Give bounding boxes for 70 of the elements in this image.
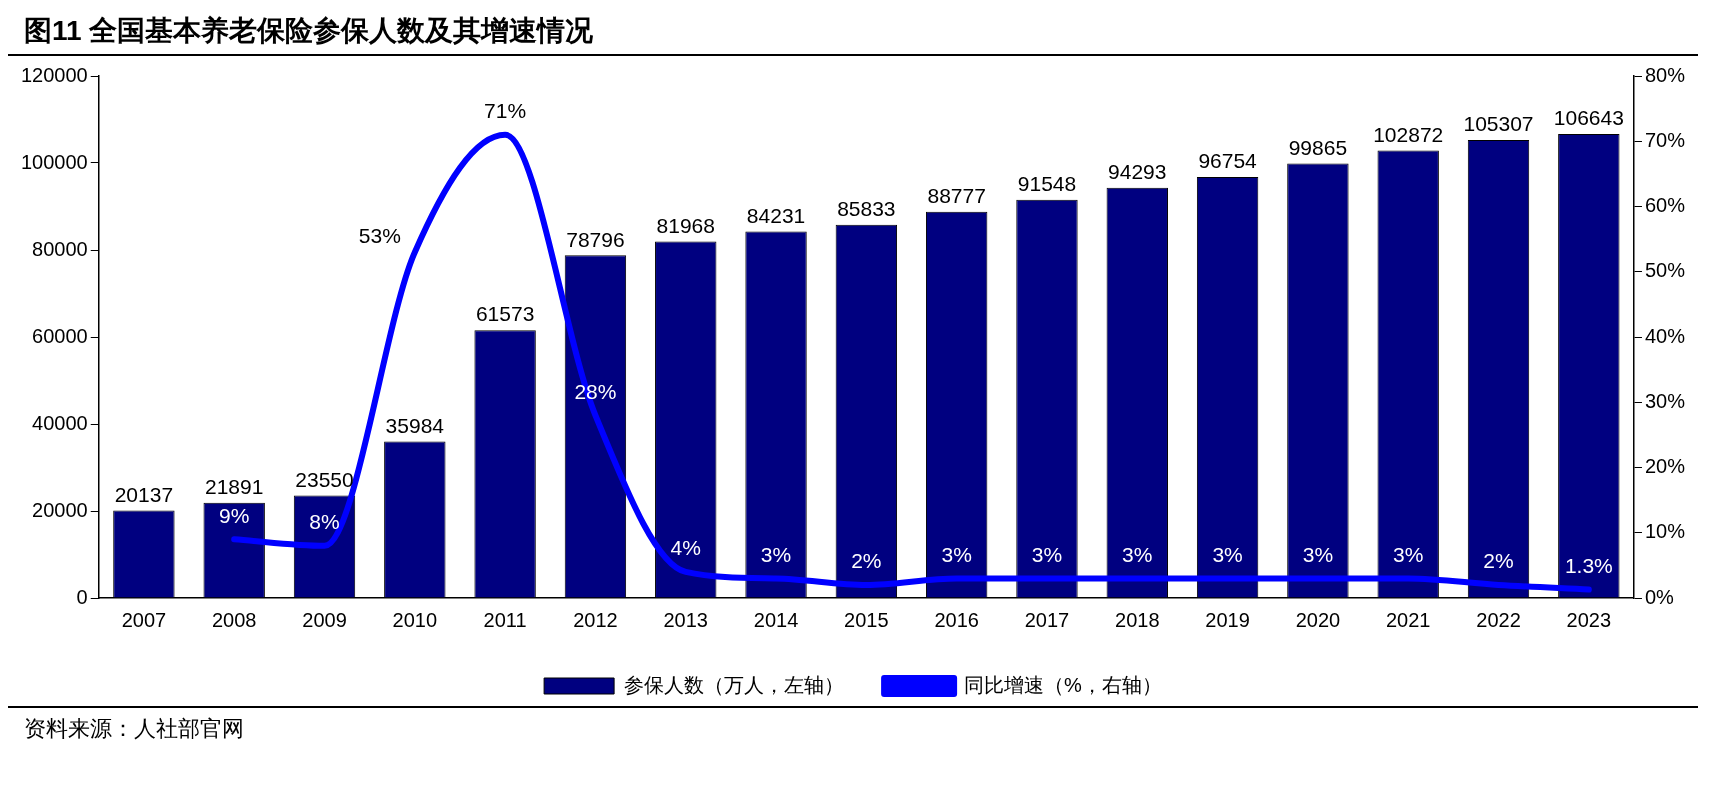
data-label: 3% [941,542,972,566]
data-label: 9% [219,503,250,527]
x-tick-label: 2023 [1566,608,1612,631]
data-label: 84231 [746,203,806,227]
y2-tick-label: 30% [1644,389,1686,412]
data-label: 53% [358,224,401,248]
y-tick-label: 100000 [20,150,88,173]
y-tick-label: 20000 [32,498,88,521]
data-label: 23550 [295,467,354,491]
data-label: 28% [574,379,617,403]
y-tick-label: 0 [76,585,88,608]
text: 资料来源：人社部官网 [24,715,245,743]
data-label: 85833 [837,196,896,220]
x-tick-label: 2016 [934,608,979,631]
y2-tick-label: 40% [1644,324,1686,347]
data-label: 71% [484,99,527,123]
data-label: 81968 [656,213,715,237]
data-label: 1.3% [1564,553,1613,577]
x-tick-label: 2014 [753,608,799,631]
x-tick-label: 2017 [1024,608,1070,631]
data-label: 3% [1212,542,1243,566]
x-tick-label: 2015 [844,608,889,631]
data-label: 91548 [1017,172,1077,196]
data-label: 96754 [1198,149,1258,173]
x-tick-label: 2012 [573,608,618,631]
data-label: 20137 [114,482,174,506]
y-tick-label: 60000 [32,324,88,347]
y-tick-label: 120000 [20,63,88,86]
x-tick-label: 2011 [483,608,527,631]
y2-tick-label: 10% [1644,520,1686,543]
x-tick-label: 2013 [663,608,708,631]
data-label: 106643 [1553,106,1624,130]
data-label: 2% [1483,549,1514,573]
data-label: 99865 [1288,135,1348,159]
y2-tick-label: 0% [1644,585,1675,608]
data-label: 2% [851,549,882,573]
data-label: 3% [1031,542,1063,566]
data-label: 4% [670,536,701,560]
x-tick-label: 2010 [392,608,438,631]
data-label: 3% [1393,542,1424,566]
y2-tick-label: 50% [1644,259,1686,282]
y2-tick-label: 80% [1644,63,1686,86]
data-label: 61573 [475,302,535,326]
x-tick-label: 2008 [211,608,257,631]
data-label: 102872 [1373,122,1444,146]
y-tick-label: 80000 [32,237,88,260]
y-tick-label: 40000 [32,411,88,434]
x-tick-label: 2018 [1115,608,1160,631]
x-tick-label: 2022 [1476,608,1521,631]
data-label: 105307 [1463,112,1534,136]
x-tick-label: 2007 [121,608,167,631]
x-tick-label: 2019 [1205,608,1250,631]
data-label: 21891 [205,475,264,499]
x-tick-label: 2009 [302,608,347,631]
data-label: 3% [1122,542,1153,566]
y2-tick-label: 70% [1644,128,1686,151]
data-label: 88777 [927,184,986,208]
x-tick-label: 2020 [1295,608,1341,631]
data-label: 35984 [385,413,445,437]
y2-tick-label: 20% [1644,455,1686,478]
legend-label: 同比增速（%，右轴） [964,673,1162,696]
data-label: 94293 [1108,160,1167,184]
data-label: 3% [760,542,792,566]
legend-label: 参保人数（万人，左轴） [624,673,845,696]
chart-title: 图11 全国基本养老保险参保人数及其增速情况 [8,8,1698,56]
data-label: 3% [1302,542,1334,566]
data-label: 78796 [566,227,625,251]
y2-tick-label: 60% [1644,194,1686,217]
data-label: 8% [309,510,340,534]
x-tick-label: 2021 [1385,608,1431,631]
